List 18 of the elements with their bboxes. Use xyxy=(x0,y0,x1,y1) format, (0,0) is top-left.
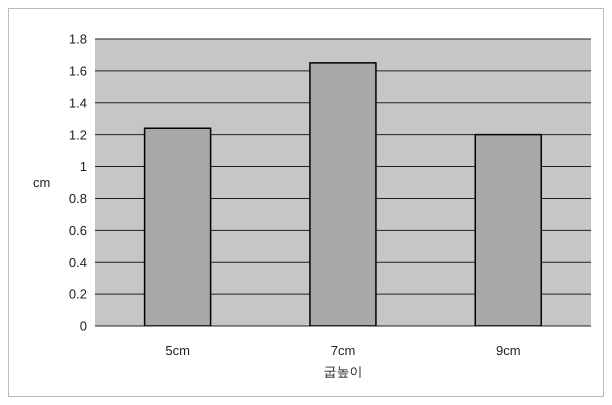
y-tick-label: 1.6 xyxy=(68,64,87,79)
x-tick-label: 9cm xyxy=(496,343,521,358)
x-tick-label: 7cm xyxy=(330,343,356,358)
bar xyxy=(144,128,212,326)
x-tick-label: 5cm xyxy=(165,343,190,358)
y-tick-label: 0.6 xyxy=(68,222,87,238)
y-tick-label: 1.2 xyxy=(68,127,87,142)
x-axis-title: 굽높이 xyxy=(324,364,362,379)
y-tick-label: 1 xyxy=(80,159,87,174)
bar xyxy=(474,134,542,326)
y-tick-label: 0.4 xyxy=(68,254,87,270)
y-tick-label: 0 xyxy=(80,318,87,334)
y-tick-label: 1.4 xyxy=(68,95,87,110)
y-tick-label: 0.8 xyxy=(68,191,87,206)
bar xyxy=(309,62,377,326)
y-axis-title: cm xyxy=(33,175,50,190)
y-tick-label: 0.2 xyxy=(68,286,87,302)
y-tick-label: 1.8 xyxy=(68,32,87,47)
